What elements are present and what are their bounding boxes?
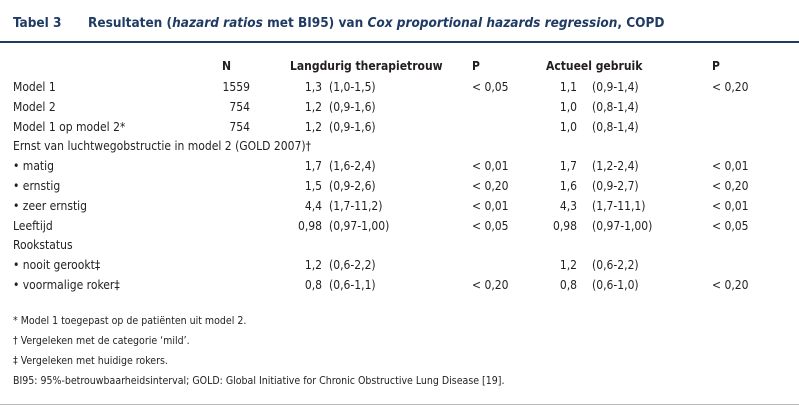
cell-p-langdurig: < 0,05 [472, 80, 509, 94]
cell-hr-actueel: 0,8 [559, 277, 577, 292]
cell-ci-actueel: (0,6-1,0) [592, 277, 639, 292]
row-label: Model 1 [13, 80, 56, 94]
table-row: • ernstig 1,5 (0,9-2,6) < 0,20 1,6 (0,9-2,7) <… [0, 177, 799, 197]
cell-ci-langdurig: (0,6-2,2) [329, 258, 376, 273]
footnote-abbreviations: BI95: 95%-betrouwbaarheidsinterval; GOLD… [13, 375, 505, 387]
cell-ci-langdurig: (1,6-2,4) [329, 159, 376, 174]
cell-n: 754 [229, 99, 250, 114]
row-label: Model 2 [13, 99, 56, 114]
cell-hr-langdurig: 0,8 [304, 277, 322, 292]
cell-hr-langdurig: 1,2 [304, 258, 322, 273]
title-rule [0, 41, 799, 43]
cell-hr-langdurig: 4,4 [304, 198, 322, 213]
cell-ci-langdurig: (1,7-11,2) [329, 198, 383, 213]
row-label: • matig [13, 159, 55, 174]
cell-ci-langdurig: (1,0-1,5) [329, 80, 376, 94]
cell-ci-langdurig: (0,9-1,6) [329, 99, 376, 114]
cell-p-actueel: < 0,01 [712, 198, 749, 213]
bottom-rule [0, 404, 799, 405]
cell-hr-actueel: 1,7 [559, 159, 577, 174]
cell-hr-actueel: 1,0 [559, 99, 577, 114]
header-actueel-gebruik: Actueel gebruik [546, 59, 643, 73]
header-langdurig-therapietrouw: Langdurig therapietrouw [290, 59, 443, 73]
cell-p-langdurig: < 0,05 [472, 218, 509, 233]
cell-ci-actueel: (0,8-1,4) [592, 99, 639, 114]
table-number: Tabel 3 [13, 15, 62, 31]
cell-ci-actueel: (0,9-1,4) [592, 80, 639, 94]
cell-p-actueel: < 0,20 [712, 80, 749, 94]
row-label: Rookstatus [13, 238, 73, 253]
footnote-double-dagger: ‡ Vergeleken met huidige rokers. [13, 355, 168, 367]
table-row: Model 1 1559 1,3 (1,0-1,5) < 0,05 1,1 (0,9-1,4… [0, 78, 799, 98]
cell-p-langdurig: < 0,20 [472, 178, 509, 193]
cell-ci-langdurig: (0,9-1,6) [329, 119, 376, 134]
cell-p-actueel: < 0,05 [712, 218, 749, 233]
cell-n: 1559 [222, 80, 250, 94]
table-row: Ernst van luchtwegobstructie in model 2 … [0, 137, 799, 157]
cell-p-langdurig: < 0,01 [472, 198, 509, 213]
title-text-part1: Resultaten ( [88, 15, 173, 31]
header-p-langdurig: P [472, 59, 480, 73]
table-body: Model 1 1559 1,3 (1,0-1,5) < 0,05 1,1 (0,9-1,4… [0, 78, 799, 296]
cell-ci-actueel: (1,2-2,4) [592, 159, 639, 174]
header-n: N [222, 59, 232, 73]
cell-p-langdurig: < 0,01 [472, 159, 509, 174]
cell-hr-actueel: 4,3 [559, 198, 577, 213]
cell-hr-langdurig: 1,2 [304, 99, 322, 114]
cell-p-actueel: < 0,01 [712, 159, 749, 174]
footnote-model: * Model 1 toegepast op de patiënten uit … [13, 315, 247, 327]
cell-hr-actueel: 1,6 [559, 178, 577, 193]
cell-hr-langdurig: 1,5 [304, 178, 322, 193]
cell-hr-actueel: 1,2 [559, 258, 577, 273]
cell-ci-langdurig: (0,9-2,6) [329, 178, 376, 193]
table-row: Leeftijd 0,98 (0,97-1,00) < 0,05 0,98 (0,97-1… [0, 217, 799, 237]
cell-hr-actueel: 1,0 [559, 119, 577, 134]
table-row: Model 2 754 1,2 (0,9-1,6) 1,0 (0,8-1,4) [0, 98, 799, 118]
cell-p-actueel: < 0,20 [712, 178, 749, 193]
results-table: N Langdurig therapietrouw P Actueel gebr… [0, 56, 799, 296]
cell-ci-langdurig: (0,6-1,1) [329, 277, 376, 292]
header-p-actueel: P [712, 59, 720, 73]
cell-hr-actueel: 0,98 [552, 218, 577, 233]
cell-ci-actueel: (1,7-11,1) [592, 198, 646, 213]
table-row: • voormalige roker‡ 0,8 (0,6-1,1) < 0,20 0,8… [0, 276, 799, 296]
cell-hr-langdurig: 0,98 [297, 218, 322, 233]
title-text-part2: met BI95) van [262, 15, 368, 31]
cell-p-langdurig: < 0,20 [472, 277, 509, 292]
row-label: Leeftijd [13, 218, 53, 233]
cell-ci-actueel: (0,97-1,00) [592, 218, 653, 233]
row-label: • ernstig [13, 178, 61, 193]
title-italic-cox-regression: Cox proportional hazards regression [367, 15, 618, 31]
table-row: Rookstatus [0, 236, 799, 256]
footnote-dagger: † Vergeleken met de categorie ‘mild’. [13, 335, 190, 347]
table-row: • zeer ernstig 4,4 (1,7-11,2) < 0,01 4,3 (1,7… [0, 197, 799, 217]
cell-ci-langdurig: (0,97-1,00) [329, 218, 390, 233]
row-label: • zeer ernstig [13, 198, 88, 213]
cell-hr-langdurig: 1,7 [304, 159, 322, 174]
cell-ci-actueel: (0,8-1,4) [592, 119, 639, 134]
cell-hr-actueel: 1,1 [559, 80, 577, 94]
table-row: • nooit gerookt‡ 1,2 (0,6-2,2) 1,2 (0,6-2,2) [0, 256, 799, 276]
row-label: Ernst van luchtwegobstructie in model 2 … [13, 139, 311, 154]
title-text-part3: , COPD [617, 15, 665, 31]
cell-hr-langdurig: 1,2 [304, 119, 322, 134]
row-label: • nooit gerookt‡ [13, 258, 101, 273]
cell-hr-langdurig: 1,3 [304, 80, 322, 94]
cell-n: 754 [229, 119, 250, 134]
cell-ci-actueel: (0,6-2,2) [592, 258, 639, 273]
cell-ci-actueel: (0,9-2,7) [592, 178, 639, 193]
table-row: Model 1 op model 2* 754 1,2 (0,9-1,6) 1,0 (0,… [0, 118, 799, 138]
table-header-row: N Langdurig therapietrouw P Actueel gebr… [0, 56, 799, 78]
row-label: Model 1 op model 2* [13, 119, 126, 134]
cell-p-actueel: < 0,20 [712, 277, 749, 292]
title-italic-hazard-ratios: hazard ratios [172, 15, 263, 31]
table-row: • matig 1,7 (1,6-2,4) < 0,01 1,7 (1,2-2,4) < 0… [0, 157, 799, 177]
table-title: Tabel 3 Resultaten (hazard ratios met BI9… [13, 15, 664, 37]
row-label: • voormalige roker‡ [13, 277, 120, 292]
